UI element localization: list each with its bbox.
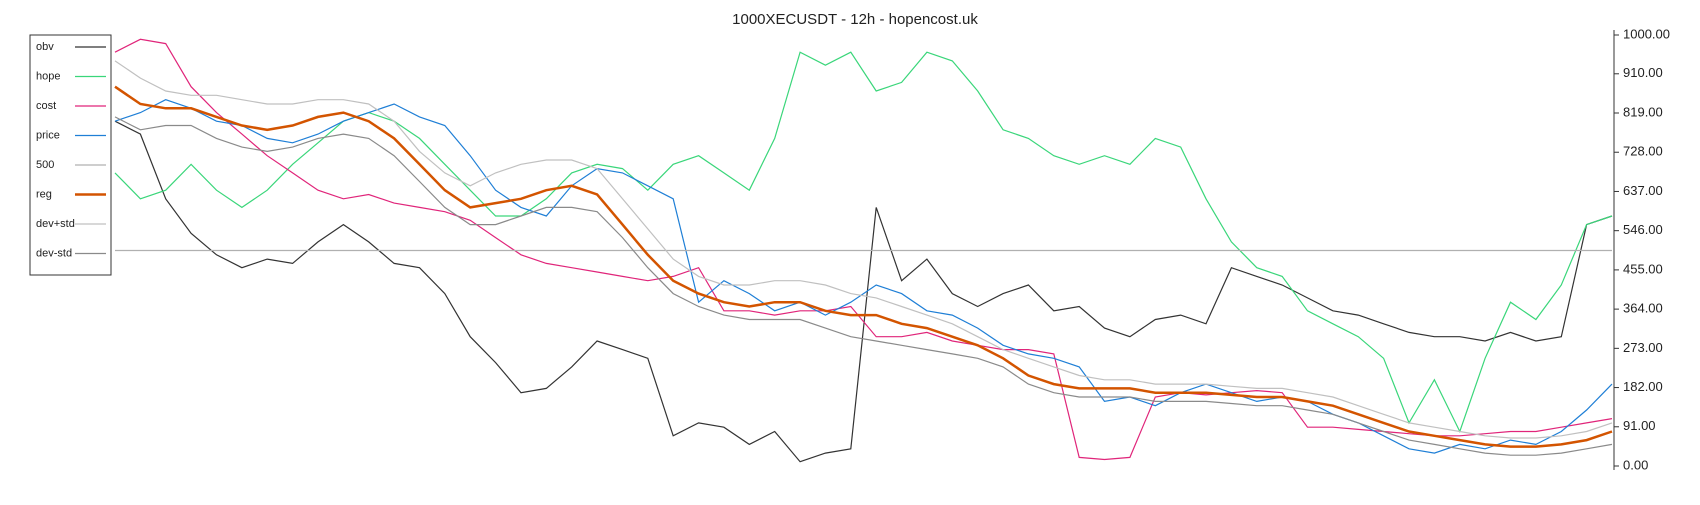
chart-title: 1000XECUSDT - 12h - hopencost.uk <box>732 11 978 28</box>
legend-label: cost <box>36 100 56 112</box>
series-line <box>114 99 1613 454</box>
y-tick-label: 1000.00 <box>1623 26 1670 41</box>
legend-label: dev+std <box>36 218 75 230</box>
legend-label: price <box>36 129 60 141</box>
y-tick-label: 91.00 <box>1623 418 1656 433</box>
y-tick-label: 910.00 <box>1623 65 1663 80</box>
y-tick-label: 819.00 <box>1623 104 1663 119</box>
y-tick-label: 637.00 <box>1623 183 1663 198</box>
series-line <box>114 120 1613 463</box>
series-line <box>114 116 1613 456</box>
legend-label: hope <box>36 70 60 82</box>
y-tick-label: 273.00 <box>1623 340 1663 355</box>
legend-label: reg <box>36 188 52 200</box>
series-line <box>114 85 1613 448</box>
y-tick-label: 728.00 <box>1623 144 1663 159</box>
legend-label: obv <box>36 41 54 53</box>
y-tick-label: 0.00 <box>1623 457 1648 472</box>
y-tick-label: 546.00 <box>1623 222 1663 237</box>
y-tick-label: 182.00 <box>1623 379 1663 394</box>
legend-box <box>29 34 112 276</box>
y-tick-label: 455.00 <box>1623 261 1663 276</box>
y-tick-label: 364.00 <box>1623 301 1663 316</box>
legend-label: 500 <box>36 159 54 171</box>
legend-label: dev-std <box>36 247 72 259</box>
series-line <box>114 38 1613 461</box>
series-line <box>114 60 1613 439</box>
